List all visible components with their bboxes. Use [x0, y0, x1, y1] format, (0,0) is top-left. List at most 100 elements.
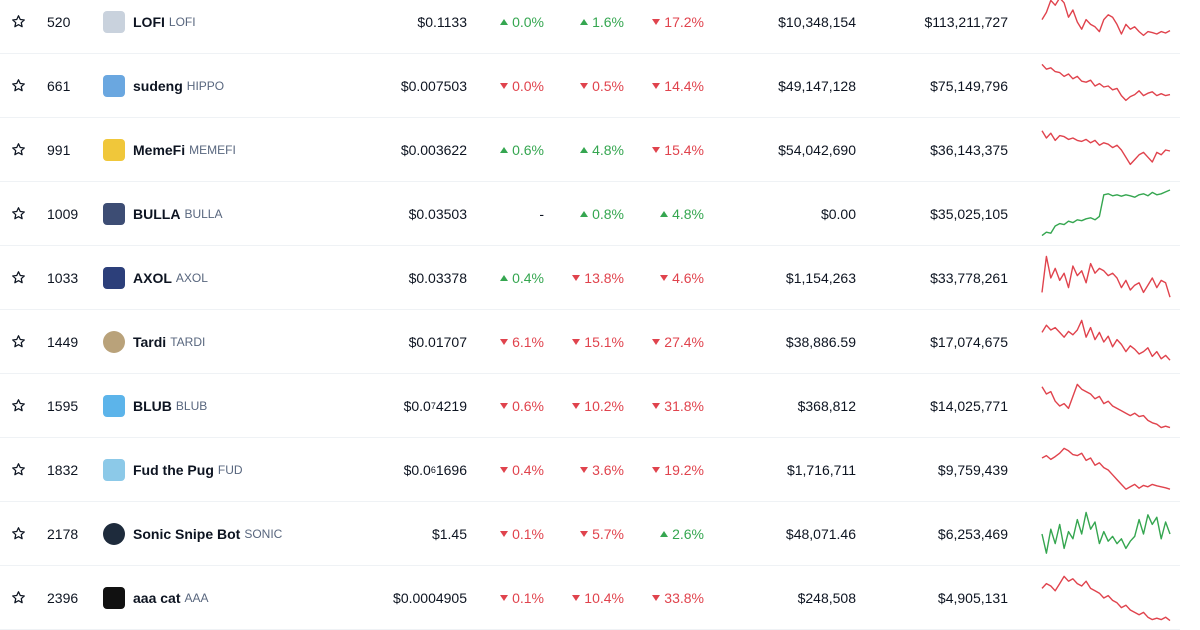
price: $0.03378 [408, 269, 467, 286]
watchlist-star-button[interactable] [10, 374, 26, 437]
change-1h: 0.6% [470, 118, 544, 181]
watchlist-star-button[interactable] [10, 438, 26, 501]
coin-name-link[interactable]: Fud the Pug FUD [103, 438, 363, 501]
price-part: 4219 [435, 397, 467, 414]
caret-down-icon [572, 338, 581, 345]
sparkline-chart [1041, 575, 1171, 621]
volume-24h: $48,071.46 [785, 525, 856, 542]
hippo-logo-icon [103, 74, 125, 97]
sparkline-line [1041, 63, 1171, 101]
change-24h: 1.6% [550, 0, 624, 53]
coin-name-link[interactable]: aaa cat AAA [103, 566, 363, 629]
table-row[interactable]: 1832 Fud the Pug FUD $0.0 6 1696 0.4% 3.6%… [0, 438, 1180, 502]
caret-up-icon [500, 146, 509, 153]
star-icon [11, 207, 25, 220]
change-value: 27.4% [664, 333, 704, 350]
market-cap: $113,211,727 [924, 13, 1008, 30]
coin-symbol: BULLA [184, 206, 223, 221]
table-row[interactable]: 1033 AXOL AXOL $0.03378 0.4% 13.8% 4.6% … [0, 246, 1180, 310]
watchlist-star-button[interactable] [10, 246, 26, 309]
change-1h: 0.0% [470, 0, 544, 53]
coin-symbol: FUD [217, 462, 243, 477]
market-cap: $4,905,131 [937, 589, 1008, 606]
rank: 1832 [47, 461, 79, 478]
price: $0.007503 [400, 77, 467, 94]
table-row[interactable]: 661 sudeng HIPPO $0.007503 0.0% 0.5% 14.… [0, 54, 1180, 118]
coin-name-link[interactable]: BULLA BULLA [103, 182, 363, 245]
blub-fish-logo-icon [103, 394, 125, 417]
change-value: 4.8% [592, 141, 624, 158]
coin-name-link[interactable]: sudeng HIPPO [103, 54, 363, 117]
sparkline-line [1041, 255, 1171, 297]
watchlist-star-button[interactable] [10, 310, 26, 373]
watchlist-star-button[interactable] [10, 0, 26, 53]
sparkline-line [1041, 575, 1171, 621]
sparkline-7d [1041, 0, 1171, 53]
caret-down-icon [652, 146, 661, 153]
change-value: 33.8% [664, 589, 704, 606]
coin-name: MemeFi [133, 141, 186, 158]
caret-down-icon [500, 594, 509, 601]
coin-name: Fud the Pug [133, 461, 214, 478]
coin-name-link[interactable]: LOFI LOFI [103, 0, 363, 53]
change-1h: 0.6% [470, 374, 544, 437]
coin-name: LOFI [133, 13, 165, 30]
watchlist-star-button[interactable] [10, 502, 26, 565]
price: $0.03503 [408, 205, 467, 222]
table-row[interactable]: 1595 BLUB BLUB $0.0 7 4219 0.6% 10.2% 31.8… [0, 374, 1180, 438]
market-cap: $6,253,469 [937, 525, 1008, 542]
sparkline-chart [1041, 188, 1171, 236]
coin-name: Sonic Snipe Bot [133, 525, 241, 542]
change-value: 0.1% [512, 525, 544, 542]
change-value: 0.4% [512, 269, 544, 286]
change-24h: 10.4% [550, 566, 624, 629]
price: $1.45 [431, 525, 467, 542]
caret-down-icon [652, 402, 661, 409]
coin-name: aaa cat [133, 589, 181, 606]
table-row[interactable]: 2396 aaa cat AAA $0.0004905 0.1% 10.4% 3… [0, 566, 1180, 630]
market-cap: $35,025,105 [930, 205, 1008, 222]
table-row[interactable]: 1009 BULLA BULLA $0.03503 - 0.8% 4.8% $0… [0, 182, 1180, 246]
change-7d: 33.8% [630, 566, 704, 629]
coin-name-link[interactable]: AXOL AXOL [103, 246, 363, 309]
star-icon [11, 463, 25, 476]
table-row[interactable]: 2178 Sonic Snipe Bot SONIC $1.45 0.1% 5.… [0, 502, 1180, 566]
market-cap: $9,759,439 [937, 461, 1008, 478]
volume-24h: $1,154,263 [785, 269, 856, 286]
change-24h: 4.8% [550, 118, 624, 181]
caret-down-icon [572, 402, 581, 409]
coin-name-link[interactable]: Sonic Snipe Bot SONIC [103, 502, 363, 565]
table-row[interactable]: 1449 Tardi TARDI $0.01707 6.1% 15.1% 27.… [0, 310, 1180, 374]
memefi-logo-icon [103, 138, 125, 161]
watchlist-star-button[interactable] [10, 118, 26, 181]
rank: 1595 [47, 397, 79, 414]
sonic-logo-icon [103, 522, 125, 545]
volume-24h: $248,508 [797, 589, 856, 606]
table-row[interactable]: 991 MemeFi MEMEFI $0.003622 0.6% 4.8% 15… [0, 118, 1180, 182]
caret-down-icon [500, 338, 509, 345]
coin-name-link[interactable]: BLUB BLUB [103, 374, 363, 437]
coin-symbol: TARDI [170, 334, 206, 349]
star-icon [11, 143, 25, 156]
coin-symbol: SONIC [244, 526, 283, 541]
sparkline-line [1041, 188, 1171, 236]
caret-down-icon [500, 82, 509, 89]
watchlist-star-button[interactable] [10, 182, 26, 245]
bulla-bull-logo-icon [103, 202, 125, 225]
coin-name: Tardi [133, 333, 167, 350]
rank: 2178 [47, 525, 79, 542]
volume-24h: $49,147,128 [778, 77, 856, 94]
watchlist-star-button[interactable] [10, 54, 26, 117]
sparkline-7d [1041, 502, 1171, 565]
coin-name-link[interactable]: MemeFi MEMEFI [103, 118, 363, 181]
volume-24h: $38,886.59 [785, 333, 856, 350]
coin-name-link[interactable]: Tardi TARDI [103, 310, 363, 373]
watchlist-star-button[interactable] [10, 566, 26, 629]
change-24h: 0.5% [550, 54, 624, 117]
market-cap: $17,074,675 [930, 333, 1008, 350]
price: $0.01707 [408, 333, 467, 350]
price-part: 7 [430, 400, 436, 411]
change-value: - [539, 205, 544, 222]
table-row[interactable]: 520 LOFI LOFI $0.1133 0.0% 1.6% 17.2% $1… [0, 0, 1180, 54]
coin-name: AXOL [133, 269, 172, 286]
